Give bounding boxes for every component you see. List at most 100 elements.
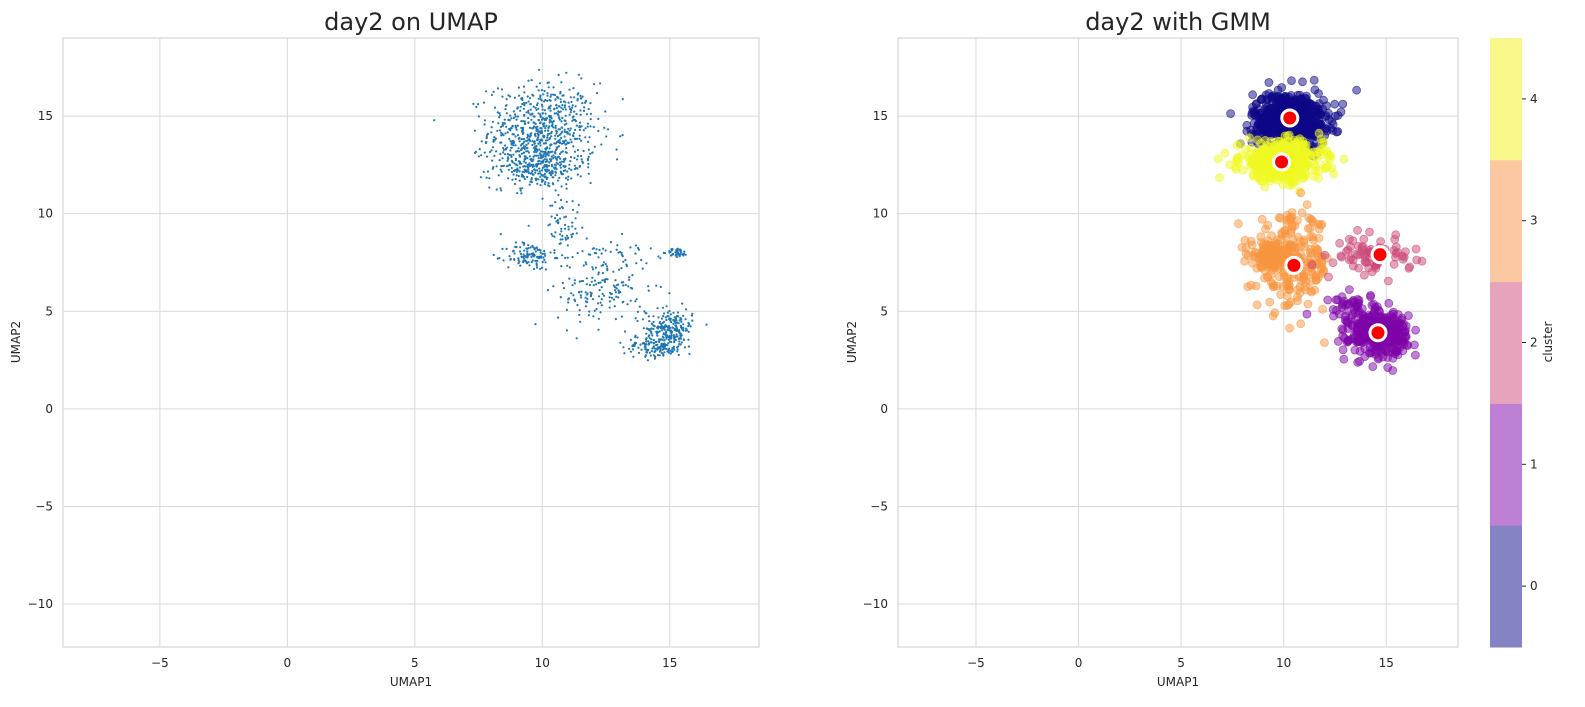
data-point	[486, 170, 490, 173]
data-point	[521, 256, 524, 259]
data-point	[669, 326, 672, 330]
cluster-point	[1352, 85, 1361, 95]
data-point	[549, 136, 552, 140]
cluster-point	[1359, 311, 1368, 321]
data-point	[541, 180, 544, 183]
data-point	[634, 336, 637, 339]
left-x-axis-label: UMAP1	[390, 675, 432, 689]
data-point	[667, 329, 671, 332]
data-point	[503, 118, 506, 121]
data-point	[526, 163, 530, 167]
data-point	[568, 167, 571, 170]
data-point	[567, 132, 570, 135]
data-point	[599, 281, 602, 284]
data-point	[564, 238, 568, 241]
data-point	[622, 260, 625, 263]
cluster-point	[1338, 99, 1348, 109]
data-point	[620, 253, 624, 256]
data-point	[516, 115, 520, 118]
data-point	[514, 135, 517, 138]
data-point	[617, 296, 620, 299]
data-point	[550, 135, 553, 138]
data-point	[579, 109, 582, 112]
data-point	[564, 108, 567, 111]
data-point	[619, 135, 622, 138]
data-point	[523, 165, 526, 168]
cluster-point	[1257, 94, 1267, 104]
data-point	[659, 347, 662, 350]
colorbar-tick-label: 1	[1530, 457, 1538, 471]
data-point	[542, 125, 546, 128]
data-point	[678, 340, 681, 343]
data-point	[508, 128, 511, 131]
right-y-tick-label: 5	[880, 304, 888, 318]
data-point	[495, 165, 498, 168]
data-point	[541, 105, 544, 108]
data-point	[543, 252, 546, 255]
data-point	[654, 340, 657, 344]
data-point	[530, 261, 533, 264]
data-point	[531, 163, 534, 166]
data-point	[636, 246, 640, 250]
cluster-point	[1282, 215, 1292, 225]
data-point	[535, 108, 538, 111]
data-point	[509, 95, 512, 98]
cluster-point	[1330, 99, 1340, 109]
data-point	[548, 99, 551, 102]
data-point	[685, 308, 688, 311]
data-point	[537, 178, 540, 181]
cluster-point	[1338, 345, 1348, 355]
data-point	[539, 113, 542, 116]
data-point	[578, 309, 581, 312]
data-point	[513, 182, 517, 186]
data-point	[556, 214, 559, 217]
data-point	[535, 164, 539, 167]
data-point	[590, 280, 593, 283]
data-point	[617, 283, 620, 286]
cluster-point	[1366, 292, 1375, 302]
cluster-point	[1389, 259, 1399, 269]
data-point	[581, 279, 585, 283]
data-point	[580, 125, 583, 128]
data-point	[546, 94, 549, 97]
left-y-tick-label: −5	[35, 499, 53, 513]
data-point	[534, 250, 537, 253]
data-point	[671, 350, 674, 353]
data-point	[507, 177, 510, 180]
data-point	[689, 325, 692, 328]
data-point	[652, 338, 655, 342]
data-point	[584, 305, 588, 308]
data-point	[584, 291, 587, 294]
cluster-point	[1293, 296, 1302, 306]
cluster-point	[1293, 90, 1303, 100]
data-point	[517, 134, 520, 137]
data-point	[623, 330, 627, 333]
data-point	[525, 101, 528, 104]
cluster-point	[1302, 100, 1312, 110]
data-point	[600, 143, 603, 146]
data-point	[521, 147, 524, 150]
data-point	[665, 318, 668, 322]
data-point	[560, 81, 563, 84]
data-point	[557, 114, 560, 117]
data-point	[574, 217, 577, 220]
data-point	[597, 295, 601, 298]
data-point	[528, 138, 531, 141]
data-point	[653, 350, 657, 353]
data-point	[602, 263, 605, 267]
data-point	[659, 349, 662, 352]
data-point	[588, 136, 591, 139]
data-point	[576, 155, 580, 158]
data-point	[580, 77, 583, 80]
data-point	[677, 337, 681, 340]
left-chart-title: day2 on UMAP	[324, 8, 498, 36]
cluster-point	[1311, 270, 1321, 280]
data-point	[491, 146, 495, 149]
data-point	[661, 338, 664, 341]
data-point	[520, 138, 523, 141]
data-point	[578, 137, 581, 140]
data-point	[546, 81, 549, 84]
data-point	[615, 148, 618, 151]
data-point	[567, 298, 570, 301]
data-point	[557, 193, 560, 197]
